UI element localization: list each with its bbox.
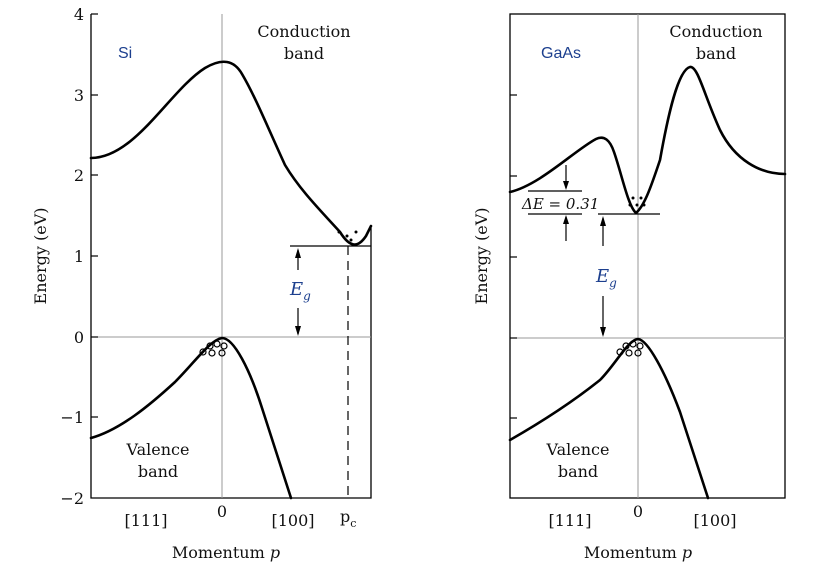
si-gap-arrow-down-head <box>295 326 301 336</box>
si-y-tick-2: 2 <box>74 166 84 185</box>
gaas-electron-dots <box>628 196 646 207</box>
si-pc-label: pc <box>340 507 356 530</box>
si-valence-band-curve <box>89 336 293 500</box>
si-conduction-label-line1: Conduction <box>257 22 350 41</box>
gaas-y-axis-label: Energy (eV) <box>472 208 491 305</box>
gaas-gap-arrow-down-head <box>600 327 606 337</box>
gaas-valence-label-line2: band <box>558 462 598 481</box>
gaas-delta-label: ΔE = 0.31 <box>521 195 599 213</box>
si-x-axis-label: Momentum p <box>172 543 280 562</box>
gaas-material-label: GaAs <box>541 45 581 62</box>
gaas-valence-band-curve <box>508 337 710 500</box>
gaas-conduction-label-line1: Conduction <box>669 22 762 41</box>
gaas-y-ticks <box>510 94 517 419</box>
gaas-x-axis-label: Momentum p <box>584 543 692 562</box>
gaas-delta-label-bg <box>522 195 594 211</box>
si-gap-label: Eg <box>289 279 311 303</box>
si-electron-dots <box>337 230 358 242</box>
gaas-conduction-band-curve <box>508 65 787 215</box>
si-conduction-band-curve <box>89 60 373 246</box>
si-valence-label-line2: band <box>138 462 178 481</box>
si-y-tick-1: 1 <box>74 247 84 266</box>
gaas-delta-arrow-down-head <box>563 181 569 190</box>
gaas-delta-arrow-up-head <box>563 215 569 224</box>
gaas-x-label-100: [100] <box>693 511 736 530</box>
gaas-conduction-label-line2: band <box>696 44 736 63</box>
si-panel: 4 3 2 1 0 −1 −2 Energy (eV) <box>31 5 373 562</box>
si-hole-circles <box>199 340 228 357</box>
gaas-x-label-zero: 0 <box>633 502 643 521</box>
gaas-valence-label-line1: Valence <box>546 440 610 459</box>
si-y-tick-0: 0 <box>74 328 84 347</box>
si-y-axis-label: Energy (eV) <box>31 208 50 305</box>
si-x-label-111: [111] <box>124 511 167 530</box>
si-x-label-zero: 0 <box>217 502 227 521</box>
si-conduction-label-line2: band <box>284 44 324 63</box>
si-x-label-100: [100] <box>271 511 314 530</box>
gaas-gap-label: Eg <box>595 266 617 290</box>
si-plot-frame <box>90 14 372 499</box>
si-y-tick-4: 4 <box>74 5 84 24</box>
si-valence-label-line1: Valence <box>126 440 190 459</box>
gaas-x-label-111: [111] <box>548 511 591 530</box>
gaas-panel: Energy (eV) Eg <box>472 13 787 562</box>
gaas-gap-arrow-up-head <box>600 216 606 226</box>
si-y-tick-labels: 4 3 2 1 0 −1 −2 <box>60 5 84 508</box>
gaas-plot-frame <box>509 13 786 499</box>
si-y-tick-3: 3 <box>74 86 84 105</box>
si-y-tick-neg1: −1 <box>60 408 84 427</box>
si-y-tick-neg2: −2 <box>60 489 84 508</box>
gaas-hole-circles <box>616 340 644 357</box>
si-gap-arrow-up-head <box>295 248 301 258</box>
si-y-ticks <box>91 13 98 418</box>
si-material-label: Si <box>118 45 132 62</box>
